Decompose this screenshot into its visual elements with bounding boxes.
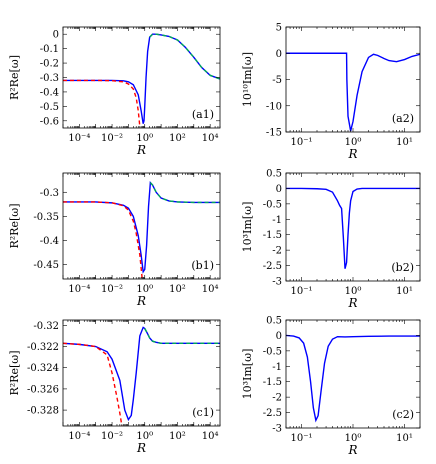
series-line-3 [149, 33, 220, 80]
y-tick-label: -0.45 [33, 260, 59, 271]
x-axis-label: R [136, 143, 146, 157]
series-line-1 [286, 187, 420, 269]
y-tick-label: -0.32 [33, 321, 59, 332]
series-line-2 [63, 201, 143, 279]
x-tick-label: 10⁰ [345, 137, 362, 148]
x-tick-label: 10⁻⁴ [68, 133, 90, 144]
y-tick-label: -0.3 [40, 188, 59, 199]
x-tick-label: 10⁻⁴ [68, 284, 90, 295]
x-axis-label: R [347, 147, 357, 161]
x-tick-label: 10⁻² [101, 284, 123, 295]
series-line-1 [286, 334, 420, 423]
x-axis-label: R [136, 294, 146, 308]
series-line-2 [63, 342, 123, 426]
y-tick-label: -3 [272, 277, 282, 288]
x-axis-label: R [347, 443, 357, 457]
y-tick-label: 5 [276, 23, 282, 34]
panel-label: (a1) [192, 108, 214, 121]
y-tick-label: -1 [272, 362, 282, 373]
y-axis-label: R²Re[ω] [8, 203, 21, 248]
x-axis-label: R [347, 296, 357, 310]
x-tick-label: 10¹ [396, 137, 413, 148]
y-tick-label: -15 [266, 128, 282, 139]
series-line-1 [63, 33, 220, 124]
x-tick-label: 10⁻¹ [290, 433, 312, 444]
x-tick-label: 10⁴ [202, 284, 219, 295]
y-axis-label: R²Re[ω] [8, 55, 21, 100]
y-tick-label: -10 [266, 101, 282, 112]
x-tick-label: 10⁰ [136, 133, 153, 144]
y-tick-label: 0.5 [266, 316, 282, 327]
panel-b2: 10⁻¹ 10⁰ 10¹ 0.5 0 -0.5 -1 -1.5 -2 -2.5 -3 R 10³Im[ω… [241, 169, 421, 310]
x-tick-label: 10⁻² [101, 133, 123, 144]
y-tick-label: -1.5 [263, 377, 282, 388]
y-tick-label: -0.326 [27, 384, 59, 395]
y-tick-label: -0.4 [40, 87, 59, 98]
panel-label: (b2) [391, 261, 414, 274]
series-line-1 [286, 52, 420, 132]
x-tick-label: 10⁴ [202, 431, 219, 442]
y-tick-label: -3 [272, 424, 282, 435]
y-tick-label: -0.322 [27, 342, 59, 353]
x-tick-label: 10¹ [396, 286, 413, 297]
y-axis-label: 10¹⁰Im[ω] [241, 52, 254, 107]
y-tick-label: 0 [276, 49, 282, 60]
y-axis-label: R²Re[ω] [8, 350, 21, 395]
panel-label: (c1) [192, 406, 214, 419]
x-tick-label: 10⁴ [202, 133, 219, 144]
x-tick-label: 10⁻⁴ [68, 431, 90, 442]
panel-c2: 10⁻¹ 10⁰ 10¹ 0.5 0 -0.5 -1 -1.5 -2 -2.5 -3 R 10³Im[ω… [241, 316, 421, 457]
y-tick-label: -0.5 [263, 199, 282, 210]
y-tick-label: -0.328 [27, 406, 59, 417]
panel-label: (a2) [392, 112, 414, 125]
series-line-3 [149, 182, 220, 204]
y-tick-label: -0.5 [263, 346, 282, 357]
y-tick-label: -0.324 [27, 363, 59, 374]
x-tick-label: 10⁰ [345, 433, 362, 444]
x-tick-label: 10² [169, 133, 186, 144]
panel-label: (b1) [191, 259, 214, 272]
axes-frame [62, 172, 221, 280]
y-tick-label: -2.5 [263, 261, 282, 272]
x-tick-label: 10⁻¹ [290, 286, 312, 297]
panel-b1: 10⁻⁴ 10⁻² 10⁰ 10² 10⁴ -0.3 -0.35 -0.4 -0.45 R R²Re… [8, 172, 221, 308]
x-tick-label: 10² [169, 431, 186, 442]
x-tick-label: 10⁰ [136, 431, 153, 442]
y-tick-label: -2.5 [263, 408, 282, 419]
y-axis-label: 10³Im[ω] [241, 349, 254, 400]
y-tick-label: -2 [272, 246, 282, 257]
y-tick-label: -0.3 [40, 73, 59, 84]
y-tick-label: 0 [53, 30, 59, 41]
y-tick-label: -0.4 [40, 236, 59, 247]
y-tick-label: -1 [272, 215, 282, 226]
x-tick-label: 10⁰ [345, 286, 362, 297]
y-tick-label: -5 [272, 75, 282, 86]
y-tick-label: -0.35 [33, 212, 59, 223]
series-line-1 [63, 326, 220, 422]
y-tick-label: -1.5 [263, 230, 282, 241]
x-axis-label: R [136, 441, 146, 455]
y-tick-label: -2 [272, 393, 282, 404]
y-tick-label: 0 [276, 331, 282, 342]
y-tick-label: -0.1 [40, 44, 59, 55]
axes-frame [62, 319, 221, 427]
y-axis-label: 10³Im[ω] [241, 202, 254, 253]
series-line-2 [63, 79, 141, 127]
panel-c1: 10⁻⁴ 10⁻² 10⁰ 10² 10⁴ -0.32 -0.322 -0.324 -0.326… [8, 319, 221, 455]
panel-a2: 10⁻¹ 10⁰ 10¹ 5 0 -5 -10 -15 R 10¹⁰Im[ω] (a2) [241, 23, 421, 161]
x-tick-label: 10² [169, 284, 186, 295]
y-tick-label: -0.2 [40, 59, 59, 70]
y-tick-label: -0.6 [40, 116, 59, 127]
x-tick-label: 10⁰ [136, 284, 153, 295]
x-tick-label: 10⁻¹ [290, 137, 312, 148]
series-line-3 [144, 328, 220, 345]
y-tick-label: 0 [276, 184, 282, 195]
x-tick-label: 10⁻² [101, 431, 123, 442]
x-tick-label: 10¹ [396, 433, 413, 444]
y-tick-label: 0.5 [266, 169, 282, 180]
panel-label: (c2) [392, 408, 414, 421]
y-tick-label: -0.5 [40, 102, 59, 113]
panel-a1: 10⁻⁴ 10⁻² 10⁰ 10² 10⁴ 0 -0.1 -0.2 -0.3 -0.4 -0.5 -0… [8, 26, 221, 157]
